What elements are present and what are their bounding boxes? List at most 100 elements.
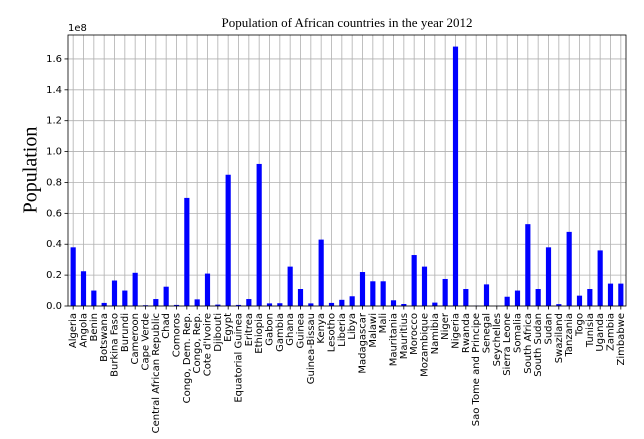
bar: [401, 303, 407, 306]
bar: [535, 289, 541, 306]
bar: [122, 290, 128, 306]
bar: [204, 273, 211, 306]
x-tick-label: Madagascar: [358, 312, 369, 374]
bar: [421, 266, 428, 306]
x-tick-label: Burundi: [120, 313, 131, 352]
x-tick-label: Togo: [575, 313, 586, 337]
bar: [587, 289, 593, 306]
x-tick-label: Somalia: [513, 313, 524, 353]
x-tick-label: Swaziland: [554, 313, 565, 363]
x-tick-label: Benin: [89, 313, 100, 341]
bar: [483, 284, 490, 306]
x-tick-label: Congo, Dem. Rep.: [182, 313, 193, 403]
y-axis-label: Population: [20, 127, 42, 214]
bar: [514, 290, 521, 306]
bar: [545, 247, 552, 306]
bar: [463, 289, 469, 306]
x-tick-label: Liberia: [337, 313, 348, 347]
x-tick-label: Zimbabwe: [616, 313, 627, 366]
x-tick-label: Zambia: [606, 313, 617, 351]
bar: [194, 299, 200, 306]
x-tick-label: Algeria: [68, 313, 79, 348]
bar: [411, 255, 417, 306]
y-tick-label: 0.8: [46, 177, 62, 188]
bar: [318, 239, 324, 306]
chart-title: Population of African countries in the y…: [222, 15, 473, 30]
x-tick-label: Mauritius: [399, 313, 410, 359]
bar: [111, 280, 118, 306]
bar: [442, 278, 448, 306]
x-tick-label: Mali: [378, 313, 389, 333]
x-tick-label: Central African Republic: [151, 313, 162, 433]
x-tick-label: Botswana: [99, 313, 110, 362]
x-tick-label: Angola: [79, 313, 90, 348]
y-tick-label: 0.6: [46, 208, 62, 219]
x-tick-label: Seychelles: [492, 313, 503, 366]
x-tick-label: Senegal: [482, 313, 493, 353]
bar: [235, 304, 242, 306]
bar: [556, 304, 562, 306]
bar: [101, 302, 107, 306]
bar: [70, 247, 76, 306]
x-tick-label: Gabon: [265, 313, 276, 346]
bar: [525, 224, 531, 306]
bar: [618, 283, 624, 306]
bar: [297, 289, 304, 306]
bar: [246, 299, 252, 306]
x-tick-label: Libya: [347, 313, 358, 340]
bar: [328, 302, 335, 306]
x-tick-label: Gambia: [275, 313, 286, 352]
x-tick-label: Ethiopia: [254, 313, 265, 354]
bar: [256, 163, 262, 306]
x-tick-label: Guinea-Bissau: [306, 313, 317, 384]
x-tick-label: South Africa: [523, 313, 534, 374]
bar: [308, 303, 314, 306]
bar: [504, 296, 510, 306]
x-tick-label: South Sudan: [533, 313, 544, 377]
plot-frame: [67, 34, 627, 307]
x-tick-label: Rwanda: [461, 313, 472, 353]
x-tick-label: Mozambique: [420, 313, 431, 377]
bar: [576, 295, 583, 306]
y-offset-label: 1e8: [68, 23, 87, 34]
bar: [153, 299, 159, 306]
x-tick-label: Ghana: [285, 313, 296, 346]
y-tick-label: 1.2: [46, 116, 62, 127]
x-tick-label: Cote d'Ivoire: [203, 313, 214, 376]
bar: [390, 300, 397, 306]
bar: [339, 299, 345, 306]
x-tick-label: Burkina Faso: [110, 313, 121, 377]
x-tick-label: Eritrea: [244, 313, 255, 346]
bar: [266, 303, 273, 306]
x-tick-label: Egypt: [223, 313, 234, 342]
x-tick-label: Sudan: [544, 313, 555, 345]
bar: [432, 302, 438, 306]
x-tick-label: Tunisia: [585, 313, 596, 348]
bar: [173, 304, 180, 306]
y-tick-label: 0.4: [46, 239, 62, 250]
bar: [287, 266, 293, 306]
x-tick-label: Comoros: [172, 313, 183, 357]
x-tick-label: Tanzania: [564, 313, 575, 358]
x-tick-label: Sao Tome and Principe: [471, 313, 482, 426]
bar: [91, 290, 97, 306]
y-tick-label: 1.0: [46, 147, 62, 158]
bar: [80, 271, 87, 306]
y-tick-label: 0.0: [46, 301, 62, 312]
y-tick-label: 1.4: [46, 85, 62, 96]
bar: [370, 281, 376, 306]
x-tick-label: Niger: [440, 312, 451, 340]
bar: [184, 197, 190, 306]
bar: [163, 286, 169, 306]
x-tick-label: Malawi: [368, 313, 379, 348]
bar: [359, 272, 366, 306]
bar: [225, 174, 231, 306]
bar: [380, 281, 386, 306]
x-tick-label: Mauritania: [389, 313, 400, 366]
bar: [349, 296, 355, 306]
x-tick-label: Congo, Rep.: [192, 313, 203, 373]
x-tick-label: Cape Verde: [141, 313, 152, 370]
bar: [215, 304, 221, 306]
x-tick-label: Sierra Leone: [502, 313, 513, 376]
